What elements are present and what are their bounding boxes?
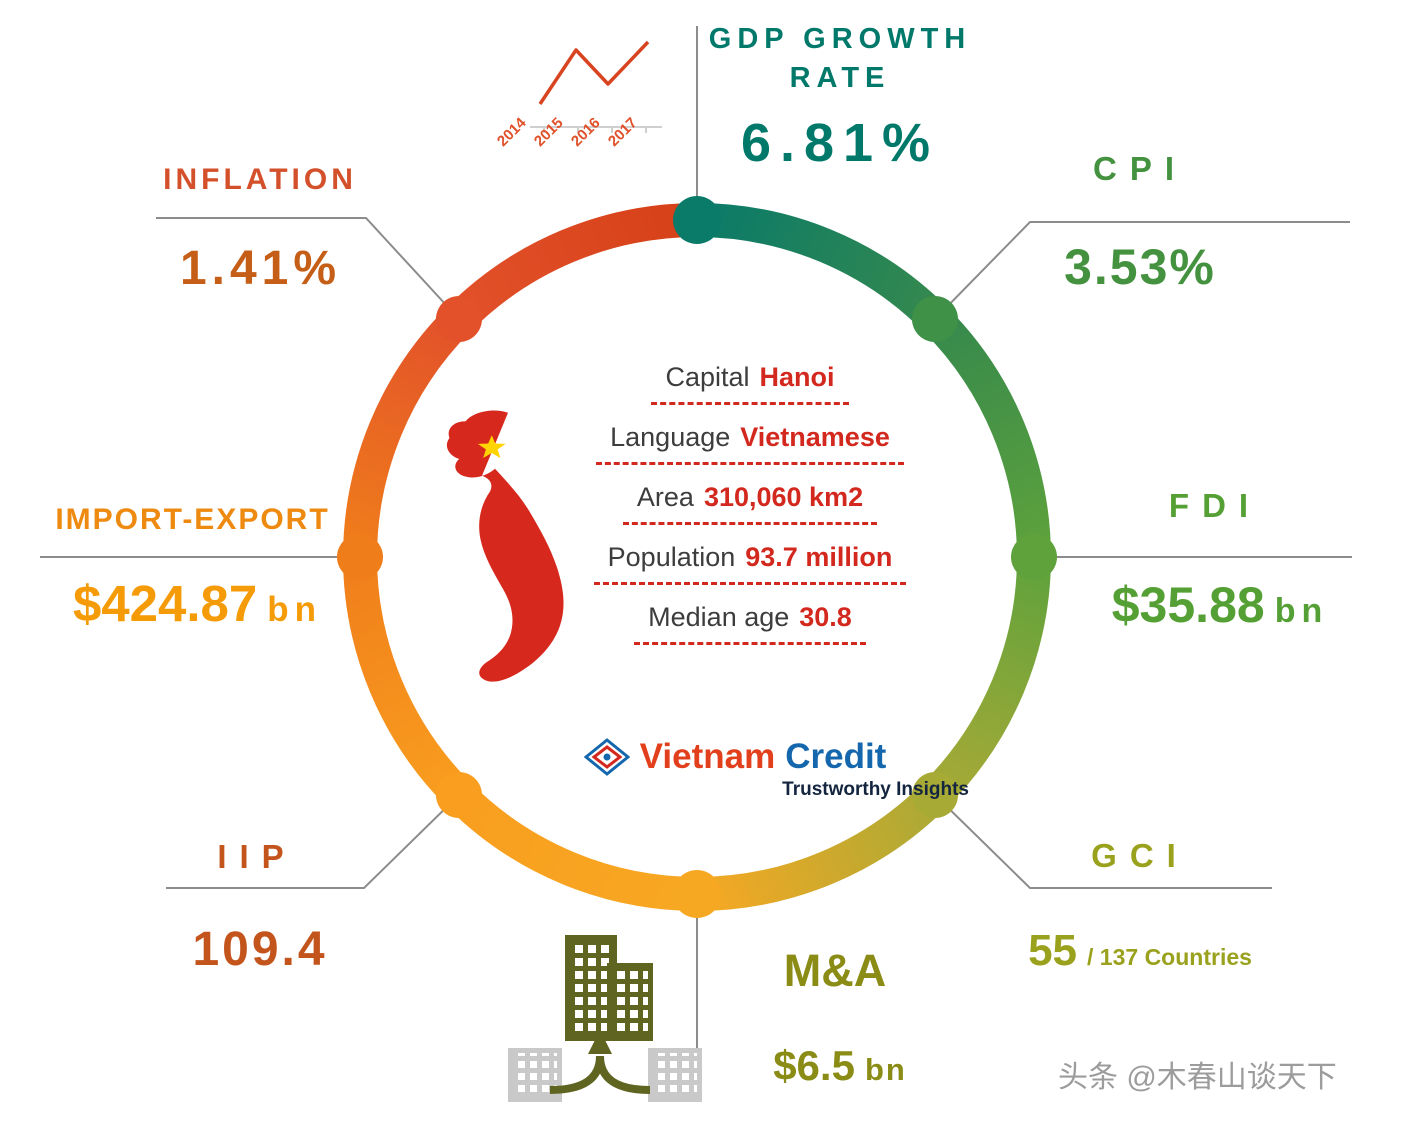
import-export-unit: bn — [267, 590, 323, 629]
chart-ticks — [543, 127, 647, 133]
watermark: 头条 @木春山谈天下 — [1058, 1061, 1337, 1094]
fdi-label: FDI — [1168, 487, 1262, 524]
logo-diamond-icon — [583, 738, 630, 776]
fact-capital-value: Hanoi — [759, 362, 835, 392]
import-export-amount: $424.87 — [72, 575, 258, 632]
ring-node-import-export — [337, 534, 383, 580]
logo-tagline: Trustworthy Insights — [782, 779, 969, 800]
ring-segment-2 — [922, 306, 1051, 558]
logo-brand-credit: Credit — [785, 737, 887, 776]
vietnam-map — [446, 410, 564, 682]
vietnamcredit-logo: Vietnam Credit Trustworthy Insights — [495, 737, 975, 801]
gci-value: 55 / 137 Countries — [975, 926, 1305, 976]
fact-language-value: Vietnamese — [740, 422, 890, 452]
ma-unit: bn — [864, 1052, 907, 1087]
import-export-value: $424.87 bn — [15, 574, 380, 633]
ma-amount: $6.5 — [773, 1042, 855, 1089]
connector-gci — [934, 794, 1272, 889]
chart-trend-line — [538, 40, 650, 105]
metric-gdp: GDP GROWTH RATE 6.81% — [690, 20, 990, 174]
ring-segment-4 — [696, 782, 948, 911]
iip-label: IIP — [217, 838, 297, 875]
cpi-value: 3.53% — [1064, 239, 1216, 295]
fact-population: Population 93.7 million — [593, 542, 907, 585]
ring-segment-6 — [343, 556, 472, 808]
gci-rank: 55 — [1028, 926, 1078, 975]
fact-language: Language Vietnamese — [596, 422, 904, 465]
fact-area: Area 310,060 km2 — [622, 482, 878, 525]
connector-iip — [166, 794, 460, 889]
fact-area-value: 310,060 km2 — [703, 482, 864, 512]
fact-capital: Capital Hanoi — [651, 362, 849, 405]
connector-cpi — [934, 221, 1350, 320]
ma-value: $6.5 bn — [725, 1042, 955, 1090]
ring-segment-1 — [696, 203, 948, 332]
fact-population-value: 93.7 million — [745, 542, 893, 572]
vietnam-map-shape — [446, 410, 564, 682]
iip-value: 109.4 — [192, 923, 328, 976]
inflation-value: 1.41% — [179, 242, 342, 295]
fact-median-age-value: 30.8 — [799, 602, 852, 632]
ring-node-inflation — [436, 296, 482, 342]
ring-segment-7 — [343, 306, 472, 558]
building-icon-short — [607, 963, 653, 1041]
gdp-label: GDP GROWTH RATE — [708, 23, 972, 95]
ring-nodes — [337, 196, 1057, 918]
fdi-value: $35.88 bn — [1060, 576, 1380, 634]
logo-brand-vietnam: Vietnam — [639, 737, 776, 776]
building-icon-gray-right — [648, 1048, 702, 1102]
gdp-trend-chart — [530, 40, 662, 133]
connector-lines — [40, 26, 1352, 1078]
merge-arrow-icon — [549, 1030, 651, 1094]
fact-area-label: Area — [636, 482, 694, 512]
ring-node-fdi — [1011, 534, 1057, 580]
ring-node-gdp — [673, 196, 721, 244]
ring-node-ma — [673, 870, 721, 918]
fact-capital-label: Capital — [665, 362, 750, 392]
ring-node-gci — [912, 772, 958, 818]
country-facts: Capital Hanoi Language Vietnamese Area 310,… — [505, 362, 995, 645]
ring-node-cpi — [912, 296, 958, 342]
gci-total: / 137 Countries — [1087, 944, 1252, 970]
ring-segment-8 — [446, 203, 698, 332]
indicator-ring — [343, 203, 1051, 911]
import-export-label: IMPORT-EXPORT — [55, 503, 330, 536]
fact-language-label: Language — [610, 422, 731, 452]
fact-median-age-label: Median age — [648, 602, 790, 632]
fact-population-label: Population — [607, 542, 736, 572]
ring-node-iip — [436, 772, 482, 818]
inflation-label: INFLATION — [163, 163, 357, 196]
fact-median-age: Median age 30.8 — [634, 602, 866, 645]
star-icon — [477, 435, 506, 459]
connector-inflation — [156, 217, 460, 320]
ring-segment-5 — [446, 782, 698, 911]
cpi-label: CPI — [1092, 150, 1187, 187]
ring-segment-3 — [922, 556, 1051, 808]
gdp-value: 6.81% — [740, 113, 940, 174]
fdi-amount: $35.88 — [1111, 577, 1265, 633]
ma-label: M&A — [783, 945, 887, 996]
gci-label: GCI — [1091, 837, 1189, 874]
fdi-unit: bn — [1274, 592, 1329, 630]
building-icon-gray-left — [508, 1048, 562, 1102]
